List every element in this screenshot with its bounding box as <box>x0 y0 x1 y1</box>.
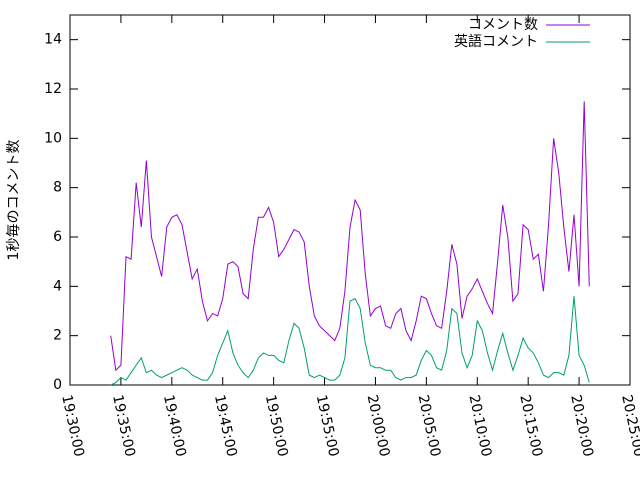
y-tick-label: 12 <box>44 81 62 97</box>
x-tick-label: 20:00:00 <box>364 393 393 458</box>
y-tick-label: 14 <box>44 32 62 48</box>
x-tick-label: 19:45:00 <box>211 393 240 458</box>
series-line <box>110 101 590 372</box>
y-tick-label: 4 <box>53 278 62 294</box>
y-tick-label: 8 <box>53 180 62 196</box>
x-tick-label: 20:15:00 <box>516 393 545 458</box>
x-tick-label: 20:25:00 <box>618 393 640 458</box>
series-line <box>110 296 590 386</box>
legend-label: コメント数 <box>468 17 538 33</box>
x-tick-label: 19:40:00 <box>160 393 189 458</box>
y-tick-label: 0 <box>53 377 62 393</box>
x-tick-label: 20:20:00 <box>567 393 596 458</box>
y-axis-label: 1秒毎のコメント数 <box>6 140 22 261</box>
x-tick-label: 19:30:00 <box>58 393 87 458</box>
y-tick-label: 6 <box>53 229 62 245</box>
legend-label: 英語コメント <box>454 33 538 50</box>
x-tick-label: 19:55:00 <box>313 393 342 458</box>
y-tick-label: 10 <box>44 130 62 146</box>
plot-border <box>69 14 631 386</box>
x-tick-label: 19:50:00 <box>262 393 291 458</box>
x-tick-label: 19:35:00 <box>109 393 138 458</box>
x-tick-label: 20:05:00 <box>415 393 444 458</box>
x-tick-label: 20:10:00 <box>465 393 494 458</box>
y-tick-label: 2 <box>53 328 62 344</box>
